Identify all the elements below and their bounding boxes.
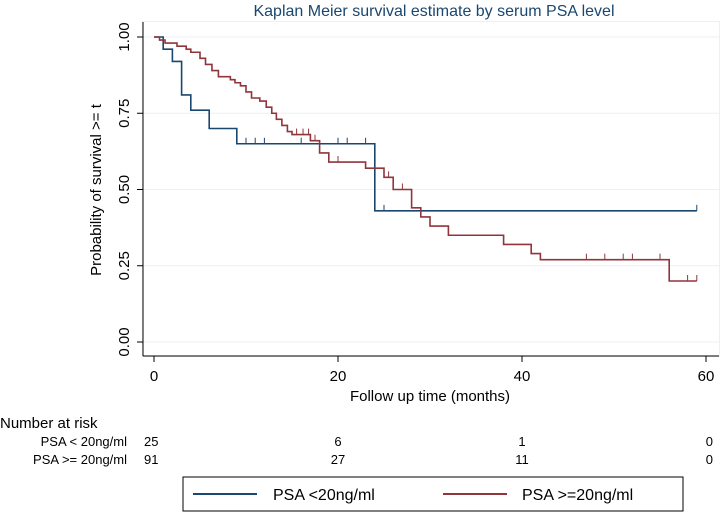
risk-value-low-3: 0 (706, 434, 713, 449)
risk-row-label-low: PSA < 20ng/ml (41, 434, 127, 449)
risk-value-low-1: 6 (334, 434, 341, 449)
y-tick-label-0: 0.00 (116, 327, 133, 356)
legend-label-low: PSA <20ng/ml (273, 487, 375, 504)
y-axis-label: Probability of survival >= t (88, 103, 105, 276)
risk-value-high-1: 27 (331, 452, 345, 467)
x-axis-label: Follow up time (months) (350, 388, 510, 405)
y-tick-label-2: 0.50 (116, 175, 133, 204)
legend: PSA <20ng/ml PSA >=20ng/ml (182, 476, 684, 512)
y-tick-label-1: 0.25 (116, 251, 133, 280)
risk-value-low-2: 1 (518, 434, 525, 449)
survival-curve-low (154, 36, 697, 212)
risk-table-title: Number at risk (0, 415, 98, 432)
risk-value-high-3: 0 (706, 452, 713, 467)
risk-value-high-0: 91 (144, 452, 158, 467)
axes: 0.00 0.25 0.50 0.75 1.00 0 20 40 60 (116, 22, 719, 385)
grid-lines (143, 36, 719, 343)
risk-value-low-0: 25 (144, 434, 158, 449)
survival-curves (154, 36, 698, 282)
risk-value-high-2: 11 (515, 452, 529, 467)
survival-curve-high (154, 36, 697, 282)
x-tick-label-0: 0 (150, 368, 158, 385)
risk-row-label-high: PSA >= 20ng/ml (33, 452, 127, 467)
legend-label-high: PSA >=20ng/ml (522, 487, 633, 504)
risk-table: Number at risk PSA < 20ng/ml PSA >= 20ng… (0, 415, 713, 467)
y-tick-label-3: 0.75 (116, 99, 133, 128)
risk-values: 25 6 1 0 91 27 11 0 (144, 434, 713, 467)
x-tick-label-1: 20 (330, 368, 347, 385)
x-tick-label-2: 40 (514, 368, 531, 385)
chart-title: Kaplan Meier survival estimate by serum … (253, 3, 614, 20)
legend-box (182, 476, 684, 512)
y-tick-label-4: 1.00 (116, 22, 133, 51)
x-tick-label-3: 60 (698, 368, 715, 385)
